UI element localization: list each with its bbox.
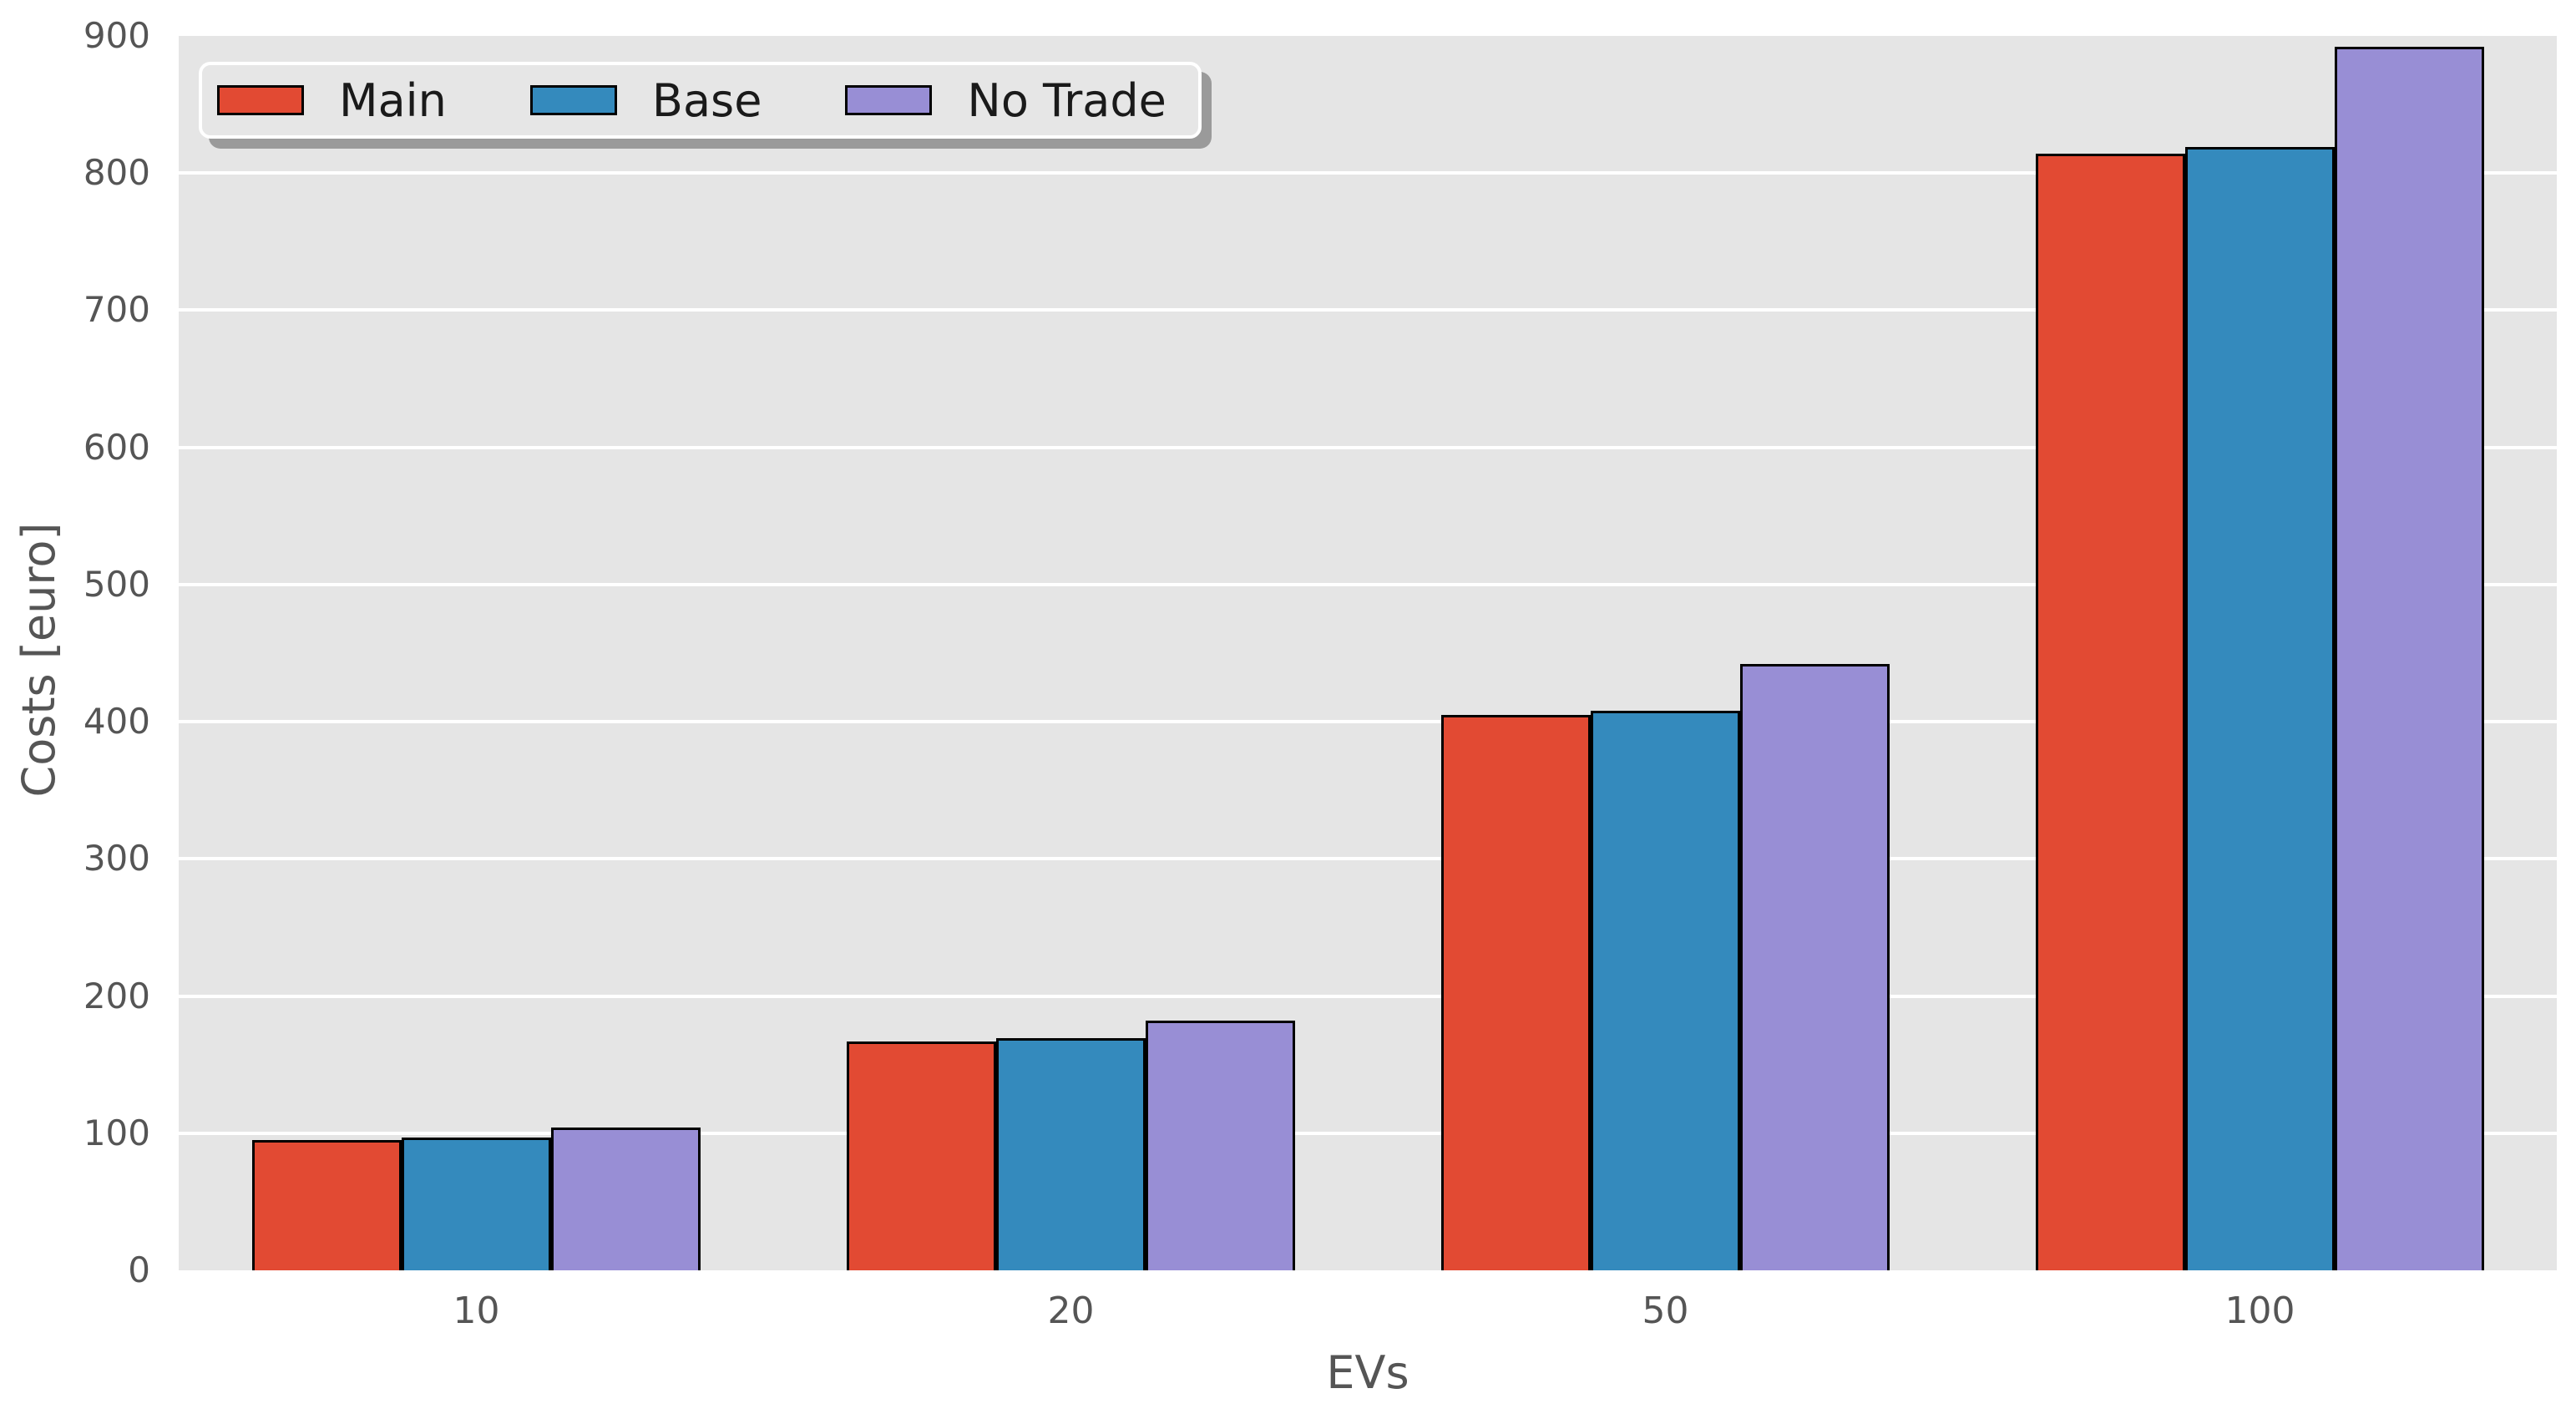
legend-item-no-trade: No Trade <box>845 73 1167 127</box>
gridline-y-700 <box>179 308 2557 312</box>
bar-base-20 <box>996 1038 1146 1270</box>
gridline-y-200 <box>179 994 2557 998</box>
legend-item-main: Main <box>217 74 447 127</box>
bar-main-20 <box>847 1041 996 1270</box>
y-tick-label-300: 300 <box>83 838 150 879</box>
bar-no-trade-100 <box>2335 47 2484 1270</box>
legend: Main Base No Trade <box>199 62 1202 139</box>
legend-swatch-base <box>529 85 617 115</box>
y-axis-label: Costs [euro] <box>13 522 65 798</box>
bar-base-50 <box>1591 711 1740 1270</box>
bar-base-10 <box>402 1138 551 1270</box>
x-tick-label-10: 10 <box>453 1290 500 1332</box>
gridline-y-100 <box>179 1131 2557 1135</box>
plot-area <box>179 36 2557 1270</box>
y-tick-label-400: 400 <box>83 701 150 742</box>
gridline-y-800 <box>179 171 2557 175</box>
legend-swatch-no-trade <box>845 85 933 115</box>
legend-label-no-trade: No Trade <box>967 73 1167 127</box>
bar-base-100 <box>2185 147 2335 1270</box>
legend-label-main: Main <box>339 73 447 127</box>
bar-no-trade-50 <box>1740 664 1890 1270</box>
bar-main-10 <box>252 1140 402 1270</box>
y-tick-label-800: 800 <box>83 152 150 194</box>
y-tick-label-500: 500 <box>83 563 150 605</box>
y-tick-label-0: 0 <box>128 1249 150 1290</box>
x-tick-label-50: 50 <box>1642 1290 1689 1332</box>
x-tick-label-100: 100 <box>2224 1290 2295 1332</box>
y-tick-label-200: 200 <box>83 975 150 1016</box>
gridline-y-600 <box>179 445 2557 449</box>
y-tick-label-600: 600 <box>83 426 150 468</box>
gridline-y-300 <box>179 857 2557 861</box>
legend-item-base: Base <box>529 73 762 127</box>
legend-swatch-main <box>217 85 304 115</box>
x-tick-label-20: 20 <box>1047 1290 1095 1332</box>
bar-main-100 <box>2036 154 2185 1270</box>
y-tick-label-900: 900 <box>83 15 150 56</box>
bar-main-50 <box>1441 715 1591 1270</box>
legend-label-base: Base <box>651 73 762 127</box>
y-tick-label-700: 700 <box>83 289 150 331</box>
gridline-y-500 <box>179 582 2557 586</box>
bar-no-trade-20 <box>1146 1021 1295 1270</box>
y-tick-label-100: 100 <box>83 1112 150 1153</box>
x-axis-label: EVs <box>1326 1346 1409 1399</box>
bar-no-trade-10 <box>551 1128 701 1270</box>
gridline-y-400 <box>179 720 2557 724</box>
